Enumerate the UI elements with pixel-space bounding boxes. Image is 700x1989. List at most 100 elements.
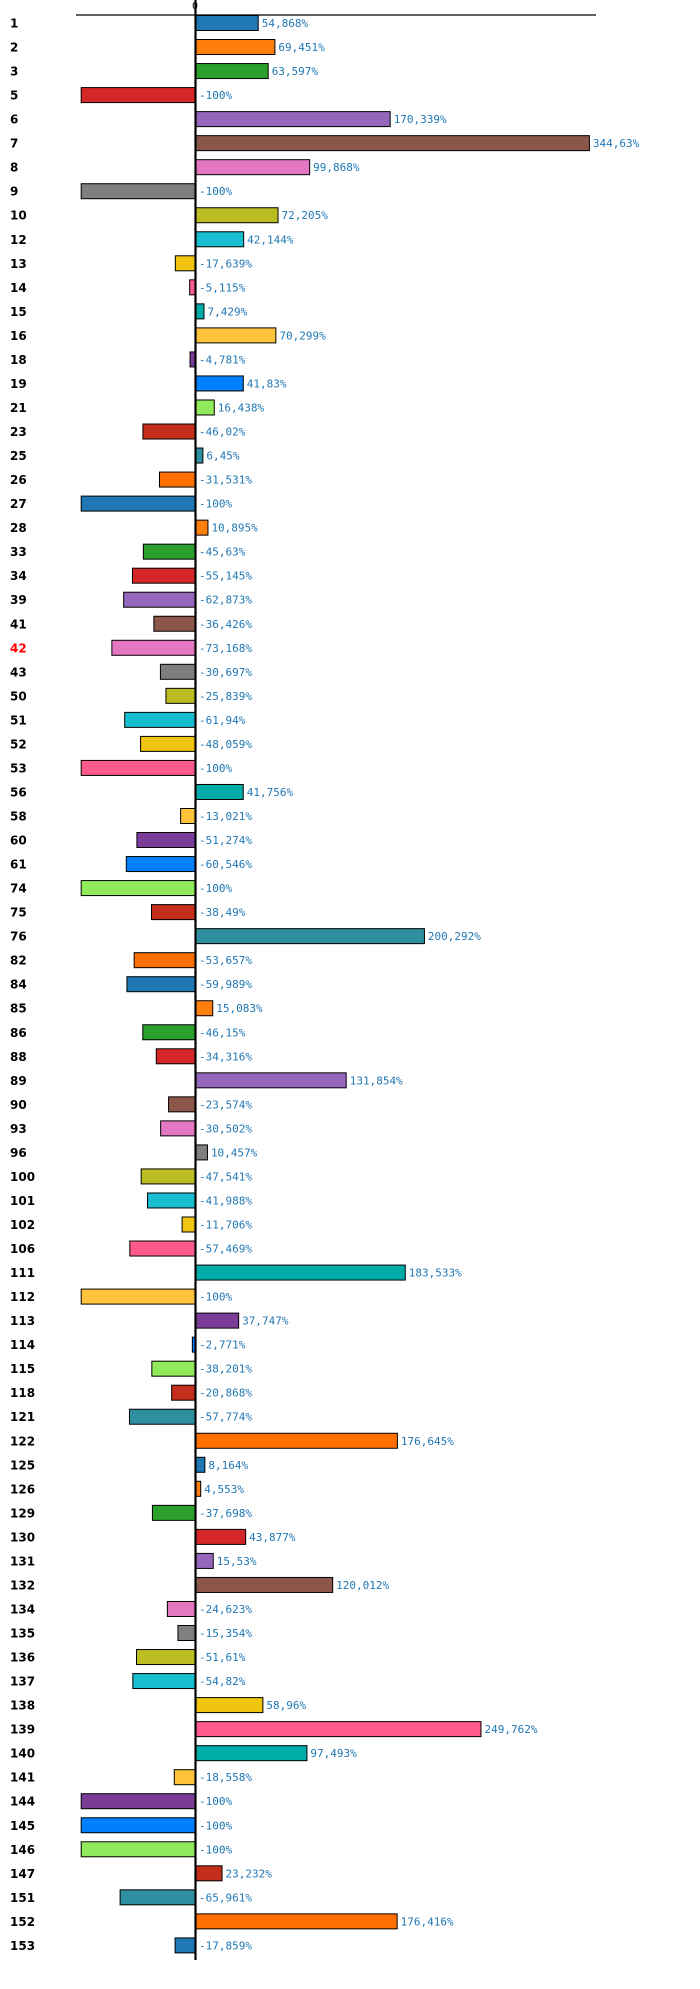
category-label: 139 bbox=[10, 1723, 35, 1737]
category-label: 25 bbox=[10, 449, 27, 463]
value-label: -100% bbox=[199, 185, 232, 198]
bar bbox=[159, 663, 196, 680]
value-label: 10,895% bbox=[211, 522, 258, 535]
value-label: -46,15% bbox=[199, 1026, 246, 1039]
value-label: 6,45% bbox=[206, 450, 239, 463]
bar bbox=[80, 1793, 196, 1810]
category-label: 134 bbox=[10, 1602, 35, 1616]
bar bbox=[151, 1504, 196, 1521]
value-label: -11,706% bbox=[199, 1219, 252, 1232]
category-label: 114 bbox=[10, 1338, 35, 1352]
value-label: -100% bbox=[199, 762, 232, 775]
value-label: 41,756% bbox=[247, 786, 294, 799]
value-label: -62,873% bbox=[199, 594, 252, 607]
bar bbox=[195, 111, 391, 128]
value-label: 176,416% bbox=[401, 1915, 454, 1928]
category-label: 41 bbox=[10, 617, 27, 631]
category-label: 132 bbox=[10, 1578, 35, 1592]
category-label: 12 bbox=[10, 233, 27, 247]
bar bbox=[132, 1673, 197, 1690]
value-label: -17,859% bbox=[199, 1939, 252, 1952]
value-label: 54,868% bbox=[262, 17, 309, 30]
value-label: 15,083% bbox=[216, 1002, 263, 1015]
value-label: 43,877% bbox=[249, 1531, 296, 1544]
value-label: 183,533% bbox=[409, 1267, 462, 1280]
value-label: -18,558% bbox=[199, 1771, 252, 1784]
bar bbox=[171, 1384, 196, 1401]
category-label: 58 bbox=[10, 809, 27, 823]
value-label: -100% bbox=[199, 498, 232, 511]
category-label: 112 bbox=[10, 1290, 35, 1304]
category-label: 2 bbox=[10, 41, 18, 55]
category-label: 74 bbox=[10, 882, 27, 896]
value-label: -13,021% bbox=[199, 810, 252, 823]
bar bbox=[155, 1048, 196, 1065]
bar bbox=[140, 1168, 197, 1185]
bar bbox=[195, 1745, 308, 1762]
value-label: 37,747% bbox=[242, 1315, 289, 1328]
value-label: -30,697% bbox=[199, 666, 252, 679]
bar bbox=[195, 783, 244, 800]
bar bbox=[181, 1216, 196, 1233]
category-label: 42 bbox=[10, 641, 27, 655]
value-label: 63,597% bbox=[272, 65, 319, 78]
bar bbox=[153, 615, 196, 632]
bar bbox=[195, 15, 259, 31]
value-label: -2,771% bbox=[199, 1339, 246, 1352]
bar bbox=[195, 1721, 482, 1738]
bar bbox=[195, 1528, 247, 1545]
category-label: 19 bbox=[10, 377, 27, 391]
bar bbox=[140, 735, 196, 752]
category-label: 82 bbox=[10, 954, 27, 968]
bars-group: 1 54,868% 2 69,451% 3 63,597% 5 -100% 6 170,339% 7… bbox=[10, 15, 640, 1954]
bar bbox=[147, 1192, 197, 1209]
category-label: 85 bbox=[10, 1002, 27, 1016]
bar bbox=[80, 1841, 196, 1858]
bar bbox=[195, 1865, 223, 1882]
category-label: 51 bbox=[10, 713, 27, 727]
category-label: 56 bbox=[10, 785, 27, 799]
bar bbox=[195, 1072, 347, 1089]
category-label: 26 bbox=[10, 473, 27, 487]
bar bbox=[195, 1312, 240, 1329]
category-label: 21 bbox=[10, 401, 27, 415]
bar bbox=[129, 1240, 196, 1257]
value-label: -46,02% bbox=[199, 426, 246, 439]
value-label: -53,657% bbox=[199, 954, 252, 967]
bar bbox=[165, 687, 196, 704]
category-label: 96 bbox=[10, 1146, 27, 1160]
value-label: -24,623% bbox=[199, 1603, 252, 1616]
category-label: 60 bbox=[10, 834, 27, 848]
category-label: 50 bbox=[10, 689, 27, 703]
category-label: 138 bbox=[10, 1699, 35, 1713]
bar bbox=[151, 1360, 196, 1377]
category-label: 153 bbox=[10, 1939, 35, 1953]
bar bbox=[195, 1000, 214, 1017]
value-label: 23,232% bbox=[226, 1867, 273, 1880]
bar bbox=[173, 1769, 197, 1786]
category-label: 9 bbox=[10, 185, 18, 199]
bar bbox=[142, 1024, 196, 1041]
category-label: 52 bbox=[10, 737, 27, 751]
value-label: -100% bbox=[199, 1843, 232, 1856]
category-label: 16 bbox=[10, 329, 27, 343]
category-label: 76 bbox=[10, 930, 27, 944]
bar bbox=[195, 1913, 398, 1930]
value-label: 72,205% bbox=[282, 209, 329, 222]
category-label: 88 bbox=[10, 1050, 27, 1064]
value-label: -25,839% bbox=[199, 690, 252, 703]
value-label: 200,292% bbox=[428, 930, 481, 943]
category-label: 39 bbox=[10, 593, 27, 607]
category-label: 145 bbox=[10, 1819, 35, 1833]
category-label: 101 bbox=[10, 1194, 35, 1208]
bar bbox=[111, 639, 196, 656]
value-label: -73,168% bbox=[199, 642, 252, 655]
bar bbox=[195, 1697, 264, 1714]
value-label: -60,546% bbox=[199, 858, 252, 871]
bar bbox=[166, 1600, 196, 1617]
category-label: 8 bbox=[10, 161, 18, 175]
value-label: 170,339% bbox=[394, 113, 447, 126]
value-label: 41,83% bbox=[247, 377, 287, 390]
value-label: 10,457% bbox=[211, 1146, 258, 1159]
